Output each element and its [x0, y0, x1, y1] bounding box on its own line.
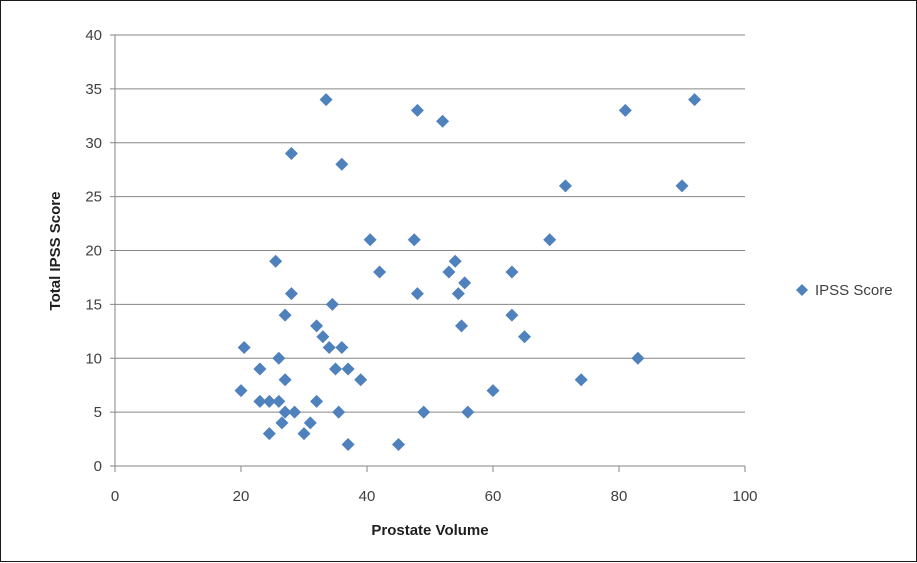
data-point: [458, 276, 472, 290]
data-point: [335, 340, 349, 354]
y-tick-label: 25: [85, 189, 102, 206]
x-tick-label: 40: [359, 488, 376, 505]
data-point: [269, 254, 283, 268]
data-point: [253, 394, 267, 408]
data-point: [278, 308, 292, 322]
data-point: [310, 319, 324, 333]
data-point: [442, 265, 456, 279]
data-point: [455, 319, 468, 333]
tick-labels: 0 5 10 15 20 25 30 35 40 0 20 40 60 80 100: [85, 27, 757, 505]
y-tick-label: 5: [94, 404, 102, 421]
data-point: [448, 254, 462, 268]
data-point: [543, 233, 557, 247]
data-point: [558, 179, 572, 193]
data-point: [335, 157, 349, 171]
data-point: [505, 308, 519, 322]
y-tick-label: 30: [85, 135, 102, 152]
legend-label: IPSS Score: [815, 282, 893, 299]
data-point: [461, 405, 475, 419]
data-point: [272, 351, 286, 365]
data-point: [574, 373, 588, 387]
data-point: [253, 362, 267, 376]
data-point: [310, 394, 324, 408]
data-point: [688, 93, 702, 107]
x-tick-label: 100: [732, 488, 757, 505]
y-tick-label: 35: [85, 81, 102, 98]
data-point: [341, 362, 355, 376]
y-tick-label: 15: [85, 296, 102, 313]
x-tick-label: 80: [611, 488, 628, 505]
data-point: [373, 265, 387, 279]
data-point: [354, 373, 368, 387]
data-point: [631, 351, 645, 365]
y-tick-label: 20: [85, 243, 102, 260]
data-point: [303, 416, 317, 430]
data-point: [341, 437, 355, 451]
data-point: [451, 287, 465, 301]
data-point: [505, 265, 519, 279]
data-point: [392, 437, 405, 451]
data-point: [332, 405, 346, 419]
data-point: [278, 373, 292, 387]
x-tick-label: 20: [233, 488, 250, 505]
data-point: [234, 384, 248, 398]
legend-marker: [796, 284, 808, 296]
data-point: [486, 384, 500, 398]
data-point: [288, 405, 302, 419]
x-axis-title: Prostate Volume: [371, 522, 488, 539]
data-point: [237, 340, 251, 354]
data-point: [322, 340, 336, 354]
data-point: [319, 93, 333, 107]
data-point: [284, 287, 298, 301]
data-point: [618, 103, 632, 117]
data-point: [518, 330, 531, 344]
data-point: [407, 233, 421, 247]
data-point: [329, 362, 342, 376]
x-tick-label: 0: [111, 488, 119, 505]
x-tick-label: 60: [485, 488, 502, 505]
gridlines: [115, 34, 745, 413]
data-point: [262, 394, 276, 408]
data-point: [284, 147, 298, 161]
data-point: [675, 179, 689, 193]
data-point: [410, 103, 424, 117]
data-point: [262, 427, 276, 441]
data-point: [316, 330, 330, 344]
data-point: [410, 287, 424, 301]
data-point: [363, 233, 377, 247]
data-point: [272, 394, 286, 408]
data-point: [417, 405, 431, 419]
y-tick-label: 40: [85, 27, 102, 44]
y-tick-label: 0: [94, 458, 102, 475]
data-point: [297, 427, 311, 441]
y-axis-title: Total IPSS Score: [47, 192, 64, 311]
legend: IPSS Score: [796, 282, 893, 299]
data-point: [325, 297, 339, 311]
data-point: [275, 416, 289, 430]
data-point: [278, 405, 292, 419]
y-tick-label: 10: [85, 350, 102, 367]
data-points: [234, 93, 702, 451]
data-point: [436, 114, 450, 128]
